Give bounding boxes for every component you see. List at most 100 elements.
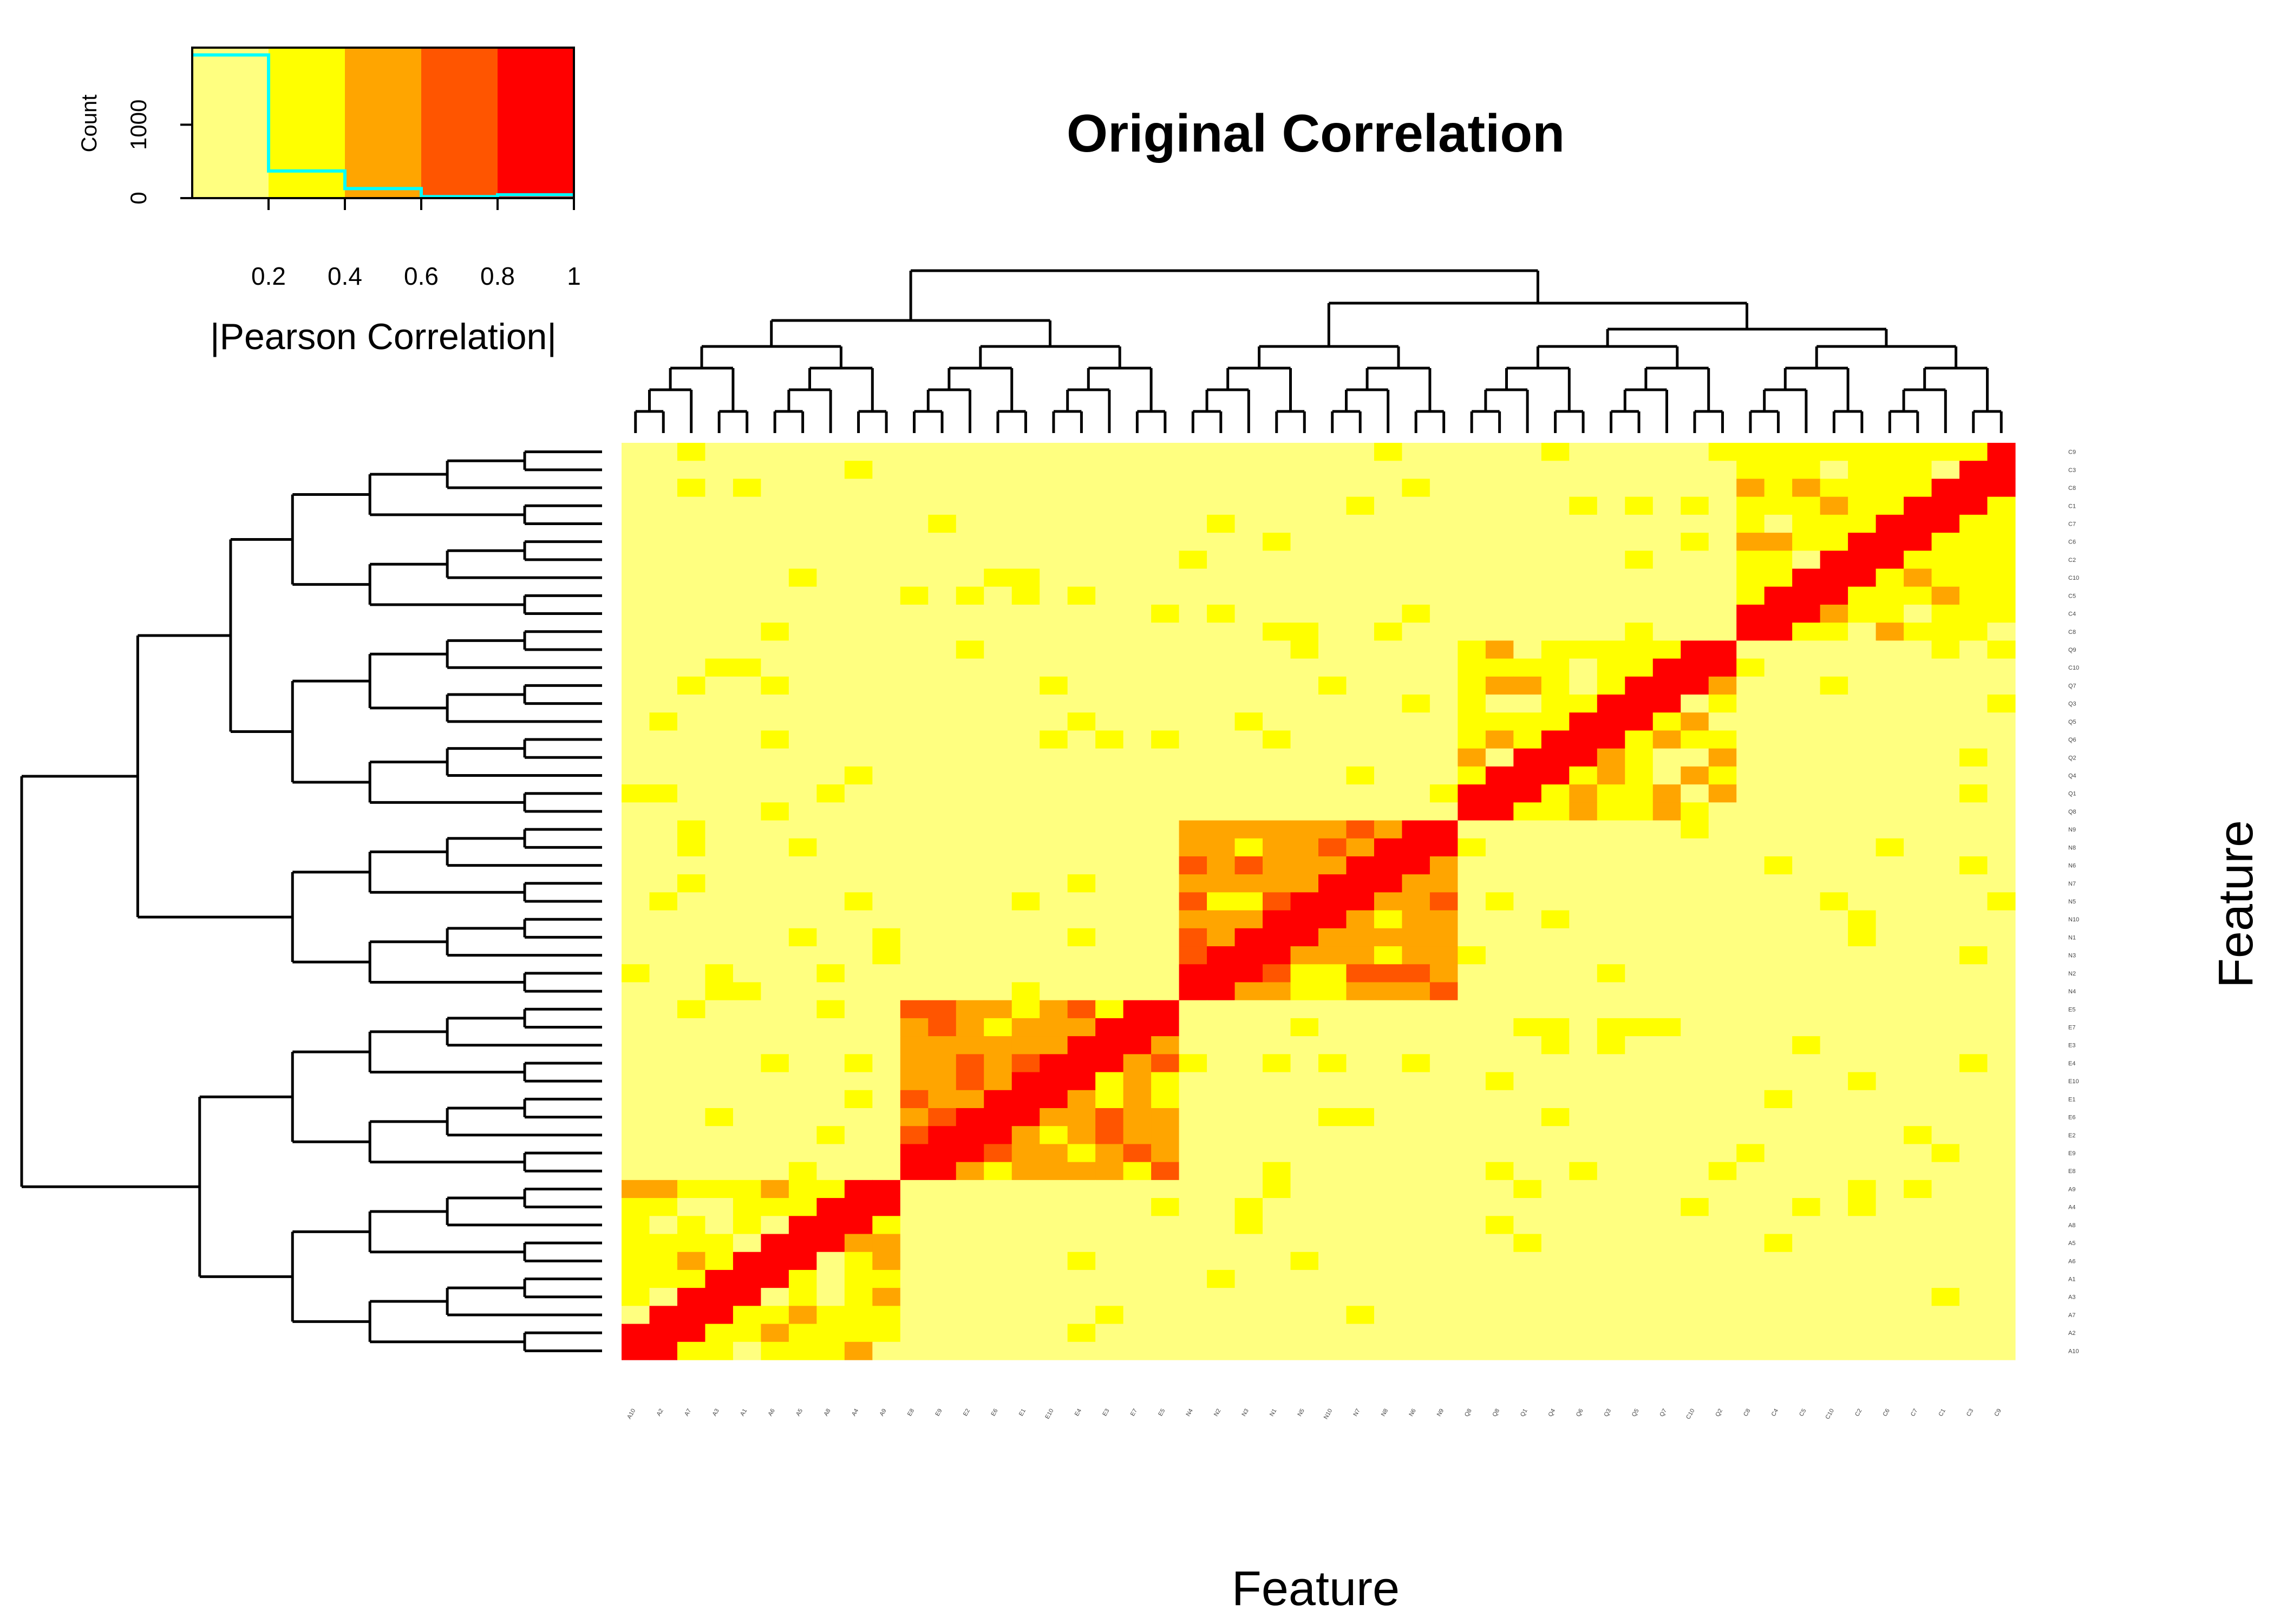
heatmap-cell	[733, 443, 761, 461]
heatmap-cell	[1151, 730, 1180, 749]
heatmap-cell	[649, 658, 678, 677]
heatmap-cell	[1681, 1072, 1709, 1091]
heatmap-cell	[1485, 1269, 1514, 1288]
heatmap-cell	[1652, 658, 1681, 677]
column-tick-label: A10	[626, 1408, 637, 1420]
heatmap-cell	[1011, 1252, 1040, 1271]
heatmap-cell	[1736, 1341, 1765, 1360]
heatmap-cell	[1346, 479, 1375, 497]
heatmap-cell	[1318, 856, 1347, 875]
heatmap-cell	[872, 479, 901, 497]
heatmap-cell	[1290, 551, 1319, 569]
heatmap-cell	[1263, 568, 1291, 587]
heatmap-cell	[622, 496, 650, 515]
row-tick-label: Q8	[2068, 809, 2076, 815]
heatmap-cell	[1179, 695, 1207, 713]
heatmap-cell	[1234, 1036, 1263, 1055]
heatmap-cell	[1234, 712, 1263, 731]
heatmap-cell	[1067, 461, 1096, 480]
heatmap-cell	[1987, 1269, 2016, 1288]
heatmap-cell	[1207, 1180, 1236, 1199]
heatmap-cell	[1820, 1054, 1848, 1073]
heatmap-cell	[1513, 1288, 1542, 1306]
row-tick-label: N1	[2068, 934, 2076, 941]
heatmap-cell	[1820, 766, 1848, 785]
heatmap-cell	[649, 730, 678, 749]
heatmap-cell	[1458, 1288, 1486, 1306]
heatmap-cell	[1207, 1108, 1236, 1127]
heatmap-cell	[1876, 856, 1904, 875]
heatmap-cell	[1402, 1306, 1430, 1325]
heatmap-cell	[1458, 784, 1486, 803]
heatmap-cell	[1931, 1341, 1960, 1360]
heatmap-cell	[761, 874, 789, 893]
heatmap-cell	[1095, 1018, 1124, 1037]
heatmap-cell	[1681, 1054, 1709, 1073]
heatmap-cell	[1708, 1018, 1737, 1037]
heatmap-cell	[1904, 1324, 1932, 1343]
heatmap-cell	[1904, 551, 1932, 569]
heatmap-cell	[1123, 623, 1152, 641]
heatmap-cell	[1569, 946, 1598, 965]
heatmap-cell	[622, 479, 650, 497]
heatmap-cell	[1290, 533, 1319, 551]
heatmap-cell	[984, 676, 1012, 695]
row-tick-label: A4	[2068, 1204, 2075, 1211]
heatmap-cell	[1764, 1072, 1793, 1091]
heatmap-cell	[1848, 623, 1877, 641]
heatmap-cell	[844, 766, 873, 785]
heatmap-cell	[788, 1269, 817, 1288]
heatmap-cell	[1151, 658, 1180, 677]
heatmap-cell	[1263, 604, 1291, 623]
heatmap-cell	[1179, 1108, 1207, 1127]
heatmap-cell	[1123, 1162, 1152, 1181]
heatmap-cell	[705, 802, 734, 821]
column-tick-label: E5	[1157, 1408, 1166, 1418]
heatmap-cell	[1764, 820, 1793, 839]
heatmap-cell	[1234, 892, 1263, 911]
heatmap-cell	[761, 1090, 789, 1109]
column-tick-label: C7	[1910, 1408, 1919, 1418]
heatmap-cell	[1151, 838, 1180, 857]
heatmap-cell	[1402, 892, 1430, 911]
heatmap-cell	[956, 766, 984, 785]
heatmap-cell	[1904, 1180, 1932, 1199]
heatmap-cell	[761, 1180, 789, 1199]
heatmap-cell	[677, 1000, 706, 1019]
heatmap-cell	[1318, 1090, 1347, 1109]
heatmap-cell	[984, 479, 1012, 497]
heatmap-cell	[872, 1306, 901, 1325]
heatmap-cell	[1959, 802, 1988, 821]
heatmap-cell	[1040, 982, 1068, 1001]
heatmap-cell	[1681, 1341, 1709, 1360]
heatmap-cell	[1263, 443, 1291, 461]
heatmap-cell	[1541, 946, 1570, 965]
heatmap-cell	[1513, 533, 1542, 551]
heatmap-cell	[1959, 533, 1988, 551]
heatmap-cell	[1485, 1090, 1514, 1109]
heatmap-cell	[705, 766, 734, 785]
heatmap-cell	[1151, 784, 1180, 803]
heatmap-cell	[1374, 640, 1403, 659]
heatmap-cell	[1095, 640, 1124, 659]
heatmap-cell	[733, 946, 761, 965]
heatmap-cell	[1569, 1216, 1598, 1235]
heatmap-cell	[1123, 1144, 1152, 1163]
heatmap-cell	[1151, 712, 1180, 731]
heatmap-cell	[928, 784, 957, 803]
heatmap-cell	[1959, 964, 1988, 983]
heatmap-cell	[1931, 1252, 1960, 1271]
heatmap-cell	[1708, 784, 1737, 803]
heatmap-cell	[1346, 820, 1375, 839]
heatmap-cell	[1736, 461, 1765, 480]
heatmap-cell	[1179, 514, 1207, 533]
heatmap-cell	[677, 982, 706, 1001]
heatmap-cell	[1346, 533, 1375, 551]
heatmap-cell	[1959, 496, 1988, 515]
heatmap-cell	[1346, 676, 1375, 695]
heatmap-cell	[1040, 1341, 1068, 1360]
heatmap-cell	[1625, 1108, 1654, 1127]
heatmap-cell	[1429, 1234, 1458, 1253]
heatmap-cell	[1458, 1090, 1486, 1109]
heatmap-cell	[1374, 604, 1403, 623]
